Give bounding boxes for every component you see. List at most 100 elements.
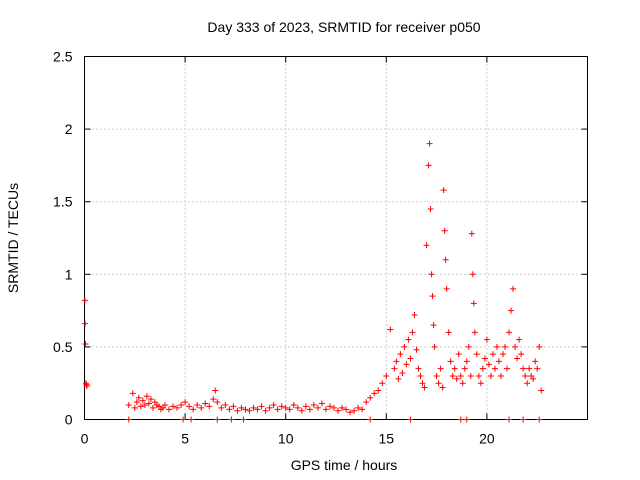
data-point bbox=[351, 407, 358, 414]
data-point bbox=[518, 351, 525, 358]
data-point bbox=[399, 370, 406, 377]
data-point bbox=[286, 406, 293, 413]
data-point bbox=[502, 343, 509, 350]
data-point bbox=[461, 365, 468, 372]
data-point bbox=[419, 380, 426, 387]
data-point bbox=[190, 406, 197, 413]
data-point bbox=[417, 372, 424, 379]
data-point bbox=[514, 355, 521, 362]
grid bbox=[84, 56, 588, 420]
data-point bbox=[234, 407, 241, 414]
data-point bbox=[431, 343, 438, 350]
data-point bbox=[443, 285, 450, 292]
y-tick-label: 2.5 bbox=[53, 49, 73, 65]
data-point bbox=[532, 358, 539, 365]
data-point bbox=[440, 187, 447, 194]
data-point bbox=[477, 380, 484, 387]
data-point bbox=[479, 365, 486, 372]
data-point bbox=[506, 329, 513, 336]
data-point bbox=[520, 416, 527, 423]
data-point bbox=[426, 140, 433, 147]
data-point bbox=[290, 401, 297, 408]
data-point bbox=[198, 404, 205, 411]
data-point bbox=[143, 393, 150, 400]
x-tick-label: 5 bbox=[181, 431, 189, 447]
data-point bbox=[218, 404, 225, 411]
data-point bbox=[433, 372, 440, 379]
data-point bbox=[473, 351, 480, 358]
data-point bbox=[499, 351, 506, 358]
data-point bbox=[166, 406, 173, 413]
data-point bbox=[510, 285, 517, 292]
data-point bbox=[125, 416, 132, 423]
data-point bbox=[282, 404, 289, 411]
y-tick-label: 2 bbox=[65, 121, 73, 137]
data-point bbox=[210, 396, 217, 403]
data-point bbox=[359, 406, 366, 413]
data-point bbox=[262, 407, 269, 414]
data-point bbox=[485, 361, 492, 368]
data-point bbox=[534, 365, 541, 372]
data-point bbox=[524, 380, 531, 387]
data-point bbox=[310, 401, 317, 408]
data-point bbox=[238, 404, 245, 411]
data-point bbox=[212, 387, 219, 394]
data-point bbox=[413, 346, 420, 353]
data-point bbox=[395, 375, 402, 382]
data-point bbox=[174, 404, 181, 411]
data-point bbox=[222, 401, 229, 408]
data-point bbox=[178, 401, 185, 408]
data-point bbox=[451, 365, 458, 372]
data-point bbox=[149, 404, 156, 411]
data-point bbox=[141, 401, 148, 408]
data-point bbox=[491, 365, 498, 372]
y-tick-label: 0.5 bbox=[53, 339, 73, 355]
data-point bbox=[254, 406, 261, 413]
data-point bbox=[242, 406, 249, 413]
data-point bbox=[457, 416, 464, 423]
data-point bbox=[407, 355, 414, 362]
data-points bbox=[81, 140, 545, 423]
data-point bbox=[137, 403, 144, 410]
data-point bbox=[322, 406, 329, 413]
data-point bbox=[463, 358, 470, 365]
plot-frame bbox=[84, 56, 588, 420]
data-point bbox=[421, 384, 428, 391]
data-point bbox=[522, 372, 529, 379]
data-point bbox=[330, 404, 337, 411]
data-point bbox=[375, 387, 382, 394]
data-point bbox=[512, 343, 519, 350]
data-point bbox=[367, 394, 374, 401]
data-point bbox=[82, 340, 89, 347]
data-point bbox=[367, 416, 374, 423]
data-point bbox=[409, 329, 416, 336]
x-axis-label: GPS time / hours bbox=[291, 457, 398, 473]
x-tick-label: 0 bbox=[81, 431, 89, 447]
y-tick-label: 1.5 bbox=[53, 194, 73, 210]
data-point bbox=[206, 403, 213, 410]
data-point bbox=[318, 400, 325, 407]
data-point bbox=[428, 271, 435, 278]
data-point bbox=[266, 404, 273, 411]
data-point bbox=[298, 407, 305, 414]
data-point bbox=[504, 365, 511, 372]
data-point bbox=[335, 407, 342, 414]
data-point bbox=[82, 320, 89, 327]
data-point bbox=[445, 329, 452, 336]
data-point bbox=[306, 406, 313, 413]
data-point bbox=[467, 372, 474, 379]
data-point bbox=[447, 358, 454, 365]
data-point bbox=[371, 390, 378, 397]
data-point bbox=[430, 322, 437, 329]
data-point bbox=[314, 404, 321, 411]
data-point bbox=[294, 404, 301, 411]
data-point bbox=[536, 343, 543, 350]
data-point bbox=[81, 297, 88, 304]
data-point bbox=[147, 396, 154, 403]
data-point bbox=[188, 416, 195, 423]
data-point bbox=[405, 336, 412, 343]
data-point bbox=[133, 399, 140, 406]
x-tick-label: 10 bbox=[278, 431, 294, 447]
